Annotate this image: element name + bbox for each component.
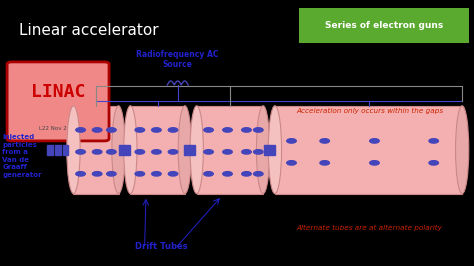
Circle shape (242, 150, 251, 154)
Circle shape (152, 128, 161, 132)
Circle shape (429, 161, 438, 165)
Circle shape (204, 150, 213, 154)
Circle shape (92, 150, 102, 154)
Circle shape (76, 128, 85, 132)
Circle shape (287, 139, 296, 143)
Bar (63, 145, 68, 155)
Circle shape (107, 150, 116, 154)
Circle shape (254, 128, 263, 132)
Circle shape (204, 128, 213, 132)
Text: Series of electron guns: Series of electron guns (325, 21, 443, 30)
Circle shape (320, 161, 329, 165)
Text: Acceleration only occurs within the gaps: Acceleration only occurs within the gaps (296, 108, 443, 114)
Bar (73, 106, 118, 194)
Ellipse shape (178, 106, 191, 194)
Circle shape (92, 128, 102, 132)
Circle shape (152, 150, 161, 154)
Circle shape (76, 172, 85, 176)
Ellipse shape (456, 106, 469, 194)
Ellipse shape (67, 106, 80, 194)
Text: Drift Tubes: Drift Tubes (135, 242, 188, 251)
Text: Injected
particles
from a
Van de
Graaff
generator: Injected particles from a Van de Graaff … (2, 134, 42, 178)
Circle shape (135, 172, 145, 176)
FancyBboxPatch shape (7, 62, 109, 141)
Ellipse shape (268, 106, 282, 194)
Circle shape (135, 150, 145, 154)
Circle shape (320, 139, 329, 143)
Bar (130, 106, 185, 194)
Circle shape (242, 128, 251, 132)
Circle shape (107, 128, 116, 132)
Circle shape (168, 172, 178, 176)
Circle shape (152, 172, 161, 176)
Bar (184, 145, 190, 155)
Bar (197, 106, 263, 194)
Bar (264, 145, 269, 155)
Bar (47, 145, 53, 155)
Text: LINAC: LINAC (31, 82, 85, 101)
Text: Linear accelerator: Linear accelerator (19, 23, 159, 38)
Text: L22 Nov 2001: L22 Nov 2001 (39, 126, 77, 131)
Circle shape (92, 172, 102, 176)
Ellipse shape (190, 106, 203, 194)
Bar (190, 145, 195, 155)
FancyBboxPatch shape (299, 8, 469, 43)
Circle shape (223, 172, 232, 176)
Circle shape (204, 172, 213, 176)
Circle shape (287, 161, 296, 165)
Circle shape (168, 150, 178, 154)
Circle shape (254, 172, 263, 176)
Circle shape (76, 150, 85, 154)
Bar (269, 145, 275, 155)
Circle shape (254, 150, 263, 154)
Bar (124, 145, 130, 155)
Ellipse shape (112, 106, 125, 194)
Circle shape (168, 128, 178, 132)
Circle shape (370, 161, 379, 165)
Circle shape (223, 150, 232, 154)
Circle shape (370, 139, 379, 143)
Circle shape (135, 128, 145, 132)
Ellipse shape (256, 106, 270, 194)
Circle shape (107, 172, 116, 176)
Circle shape (429, 139, 438, 143)
Text: Alternate tubes are at alternate polarity: Alternate tubes are at alternate polarit… (297, 225, 443, 231)
Ellipse shape (124, 106, 137, 194)
Circle shape (242, 172, 251, 176)
Bar (118, 145, 124, 155)
Text: Radiofrequency AC
Source: Radiofrequency AC Source (137, 50, 219, 69)
Bar (275, 106, 462, 194)
Circle shape (223, 128, 232, 132)
Bar (55, 145, 61, 155)
